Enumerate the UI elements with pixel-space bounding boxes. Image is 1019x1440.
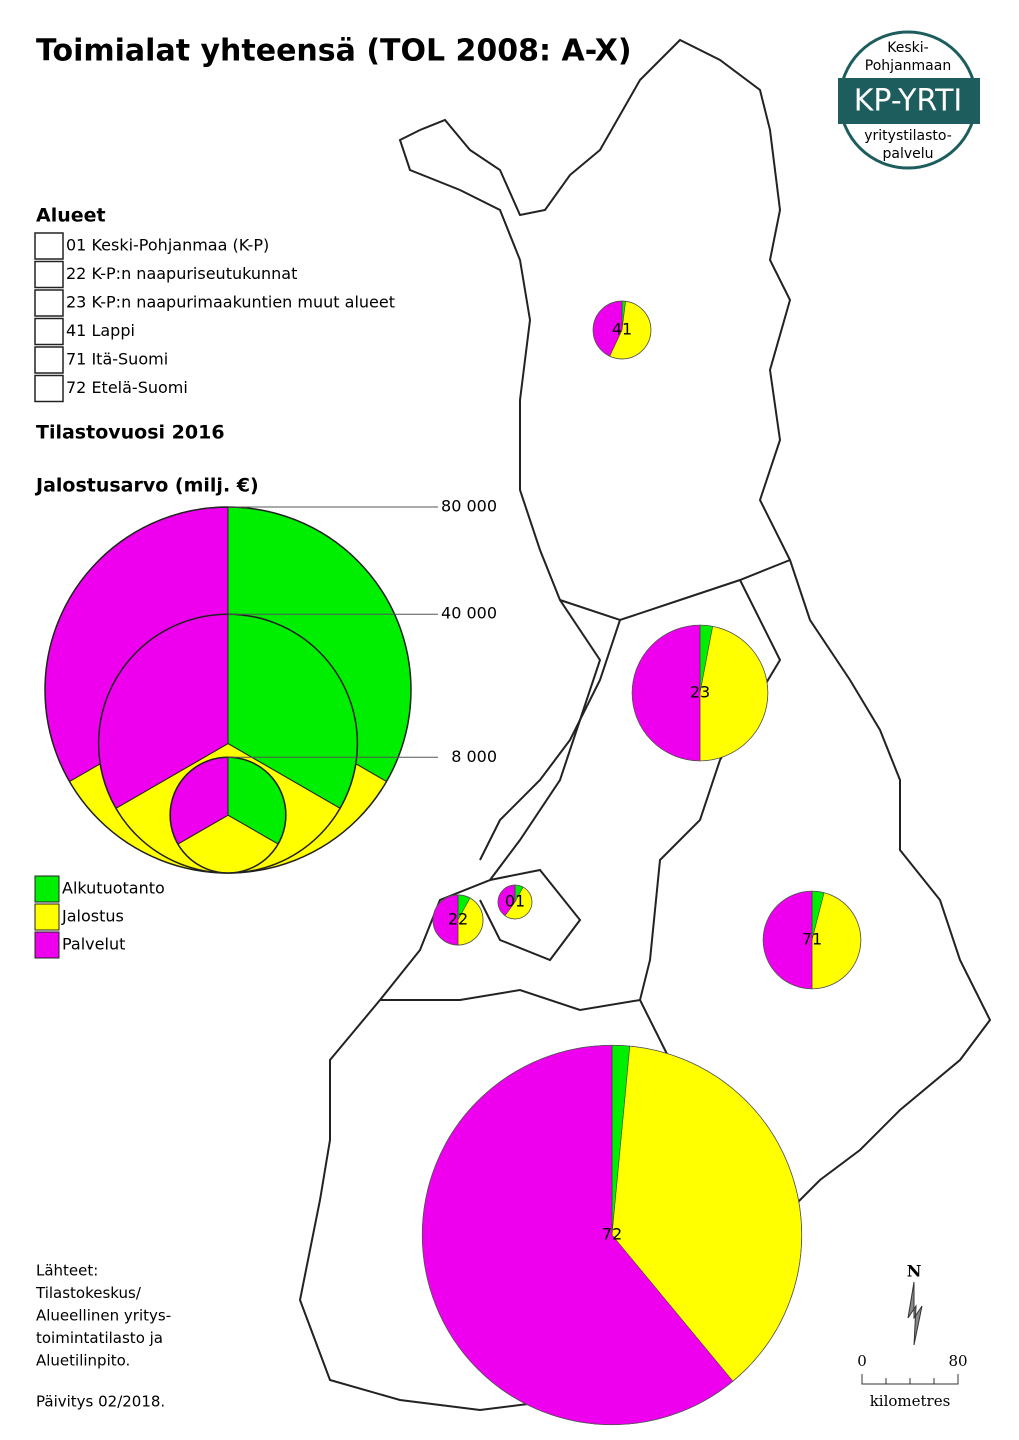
region-border bbox=[638, 579, 782, 1061]
sector-label: Palvelut bbox=[62, 935, 125, 954]
size-legend-label: 8 000 bbox=[451, 747, 497, 766]
sector-label: Jalostus bbox=[61, 907, 124, 926]
logo-text: Pohjanmaan bbox=[865, 58, 951, 74]
pie-label: 71 bbox=[802, 930, 822, 949]
logo-name: KP-YRTI bbox=[854, 84, 963, 119]
sources: Lähteet: Tilastokeskus/Alueellinen yritys… bbox=[35, 1262, 171, 1370]
pie-outline bbox=[421, 1044, 803, 1426]
sector-swatch bbox=[34, 875, 60, 903]
legend-label: 23 K-P:n naapurimaakuntien muut alueet bbox=[66, 293, 395, 312]
pie-label: 72 bbox=[602, 1225, 622, 1244]
north-arrow: N bbox=[907, 1262, 923, 1346]
logo-text: palvelu bbox=[882, 146, 933, 162]
sector-label: Alkutuotanto bbox=[62, 879, 165, 898]
pie-outline bbox=[762, 890, 862, 990]
legend-box bbox=[34, 346, 64, 374]
pie-label: 22 bbox=[448, 910, 468, 929]
legend-box bbox=[34, 260, 64, 289]
scale-bar: 0 80 kilometres bbox=[857, 1352, 967, 1410]
size-legend-label: 80 000 bbox=[441, 497, 497, 516]
scale-unit: kilometres bbox=[870, 1392, 951, 1410]
legend-label: 72 Etelä-Suomi bbox=[66, 378, 188, 397]
source-line: Lähteet: bbox=[36, 1262, 98, 1280]
legend-box bbox=[34, 317, 64, 346]
pie-outline bbox=[592, 300, 652, 360]
source-line: Alueellinen yritys- bbox=[36, 1307, 171, 1325]
sector-swatch bbox=[34, 903, 60, 931]
pie-label: 01 bbox=[505, 892, 525, 911]
region-border bbox=[479, 868, 582, 962]
size-legend-title: Jalostusarvo (milj. €) bbox=[34, 475, 259, 497]
title: Toimialat yhteensä (TOL 2008: A-X) bbox=[36, 34, 632, 69]
year: Tilastovuosi 2016 bbox=[36, 422, 225, 444]
pie-outline bbox=[497, 884, 533, 920]
scale-line bbox=[861, 1374, 959, 1385]
source-line: Aluetilinpito. bbox=[36, 1352, 130, 1370]
size-legend-label: 40 000 bbox=[441, 604, 497, 623]
pie-outline bbox=[432, 894, 484, 946]
legend-box bbox=[34, 289, 64, 317]
logo-band bbox=[838, 78, 980, 124]
legend-title: Alueet bbox=[36, 205, 106, 227]
north-label: N bbox=[907, 1262, 922, 1281]
region-border bbox=[559, 559, 791, 622]
north-symbol bbox=[907, 1281, 923, 1346]
legend-label: 01 Keski-Pohjanmaa (K-P) bbox=[66, 236, 269, 255]
region-border bbox=[479, 619, 621, 861]
logo-text: yritystilasto- bbox=[864, 128, 952, 144]
legend-label: 71 Itä-Suomi bbox=[66, 350, 168, 369]
logo: Keski- Pohjanmaan KP-YRTI yritystilasto-… bbox=[838, 30, 980, 170]
legend-label: 41 Lappi bbox=[66, 321, 135, 340]
update: Päivitys 02/2018. bbox=[36, 1393, 165, 1411]
pie-label: 41 bbox=[612, 320, 632, 339]
legend-box bbox=[34, 232, 64, 260]
legend-box bbox=[34, 374, 64, 403]
source-line: toimintatilasto ja bbox=[36, 1329, 163, 1347]
sector-swatch bbox=[34, 931, 60, 959]
logo-text: Keski- bbox=[887, 40, 928, 56]
scale-start: 0 bbox=[857, 1352, 867, 1370]
legend-label: 22 K-P:n naapuriseutukunnat bbox=[66, 264, 297, 283]
pie-outline bbox=[631, 624, 769, 762]
source-line: Tilastokeskus/ bbox=[35, 1284, 142, 1302]
pie-label: 23 bbox=[690, 683, 710, 702]
region-border bbox=[380, 988, 641, 1012]
scale-end: 80 bbox=[948, 1352, 967, 1370]
